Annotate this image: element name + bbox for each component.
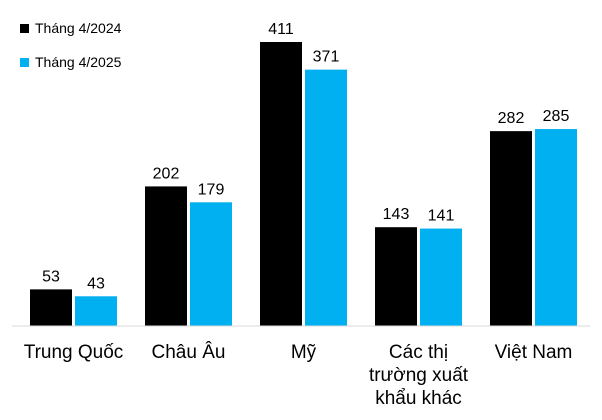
- bar-series-2-cat-2: [190, 202, 232, 326]
- category-label-4-line-2: trường xuất: [369, 365, 469, 386]
- value-label-series-1-cat-4: 143: [383, 206, 410, 223]
- value-label-series-2-cat-4: 141: [428, 208, 455, 225]
- bar-series-1-cat-3: [260, 42, 302, 326]
- legend-item-series-2: Tháng 4/2025: [20, 52, 121, 72]
- bar-series-2-cat-4: [420, 228, 462, 326]
- bar-series-1-cat-2: [145, 186, 187, 326]
- legend-label-series-1: Tháng 4/2024: [35, 20, 122, 36]
- bar-series-2-cat-1: [75, 296, 117, 326]
- value-label-series-2-cat-2: 179: [198, 181, 225, 198]
- category-label-4-line-3: khẩu khác: [375, 388, 462, 409]
- bar-series-1-cat-1: [30, 289, 72, 326]
- value-label-series-2-cat-5: 285: [543, 108, 570, 125]
- category-label-1-line-1: Trung Quốc: [24, 342, 124, 363]
- bar-series-2-cat-3: [305, 69, 347, 327]
- chart-legend: Tháng 4/2024 Tháng 4/2025: [20, 18, 121, 86]
- bar-series-1-cat-5: [490, 131, 532, 326]
- category-label-5-line-1: Việt Nam: [495, 342, 573, 363]
- legend-swatch-series-2: [20, 57, 29, 67]
- category-label-2-line-1: Châu Âu: [152, 341, 226, 363]
- value-label-series-1-cat-3: 411: [268, 21, 294, 38]
- value-label-series-2-cat-1: 43: [87, 275, 105, 292]
- legend-swatch-series-1: [20, 23, 29, 33]
- category-label-3-line-1: Mỹ: [291, 342, 317, 363]
- value-label-series-1-cat-1: 53: [42, 268, 60, 285]
- value-label-series-1-cat-5: 282: [498, 110, 525, 127]
- bar-series-1-cat-4: [375, 227, 417, 326]
- legend-label-series-2: Tháng 4/2025: [35, 54, 122, 70]
- bar-series-2-cat-5: [535, 129, 577, 326]
- legend-item-series-1: Tháng 4/2024: [20, 18, 121, 38]
- value-label-series-1-cat-2: 202: [153, 165, 180, 182]
- category-label-4-line-1: Các thị: [389, 342, 448, 363]
- value-label-series-2-cat-3: 371: [313, 49, 340, 66]
